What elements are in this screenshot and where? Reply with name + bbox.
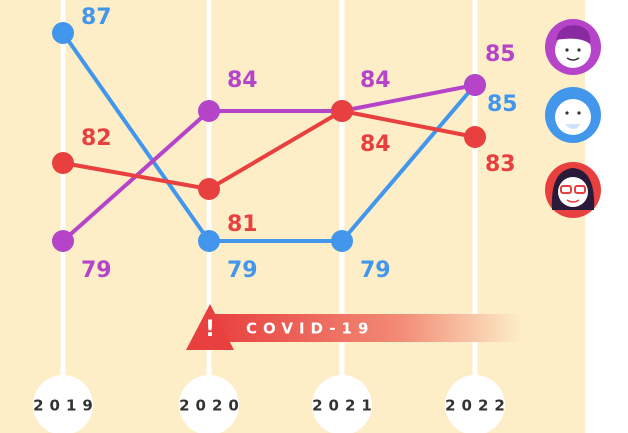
chart: 2019 2020 2021 2022 ! COVID-19 87 79 79 85 79 84… [0, 0, 628, 433]
point [52, 230, 74, 252]
avatars [545, 19, 601, 218]
avatar-blue [545, 87, 601, 143]
data-label: 82 [81, 126, 112, 151]
data-label: 79 [227, 258, 258, 283]
x-tick-label: 2019 [33, 397, 99, 415]
avatar-red [545, 162, 601, 218]
data-label: 84 [360, 132, 391, 157]
data-label: 83 [485, 152, 516, 177]
data-label: 79 [360, 258, 391, 283]
point [198, 178, 220, 200]
avatar-purple [545, 19, 601, 75]
x-tick-label: 2020 [179, 397, 245, 415]
x-tick-label: 2021 [312, 397, 378, 415]
point [198, 100, 220, 122]
data-label: 81 [227, 212, 258, 237]
data-label: 84 [227, 68, 258, 93]
x-tick-label: 2022 [445, 397, 511, 415]
point [464, 126, 486, 148]
point [331, 230, 353, 252]
point [52, 152, 74, 174]
annotation-text: COVID-19 [246, 320, 374, 338]
data-label: 87 [81, 5, 112, 30]
point [464, 74, 486, 96]
data-label: 84 [360, 68, 391, 93]
point [331, 100, 353, 122]
point [52, 22, 74, 44]
warning-mark: ! [205, 317, 215, 342]
data-label: 85 [485, 42, 516, 67]
point [198, 230, 220, 252]
data-label: 79 [81, 258, 112, 283]
data-label: 85 [487, 92, 518, 117]
